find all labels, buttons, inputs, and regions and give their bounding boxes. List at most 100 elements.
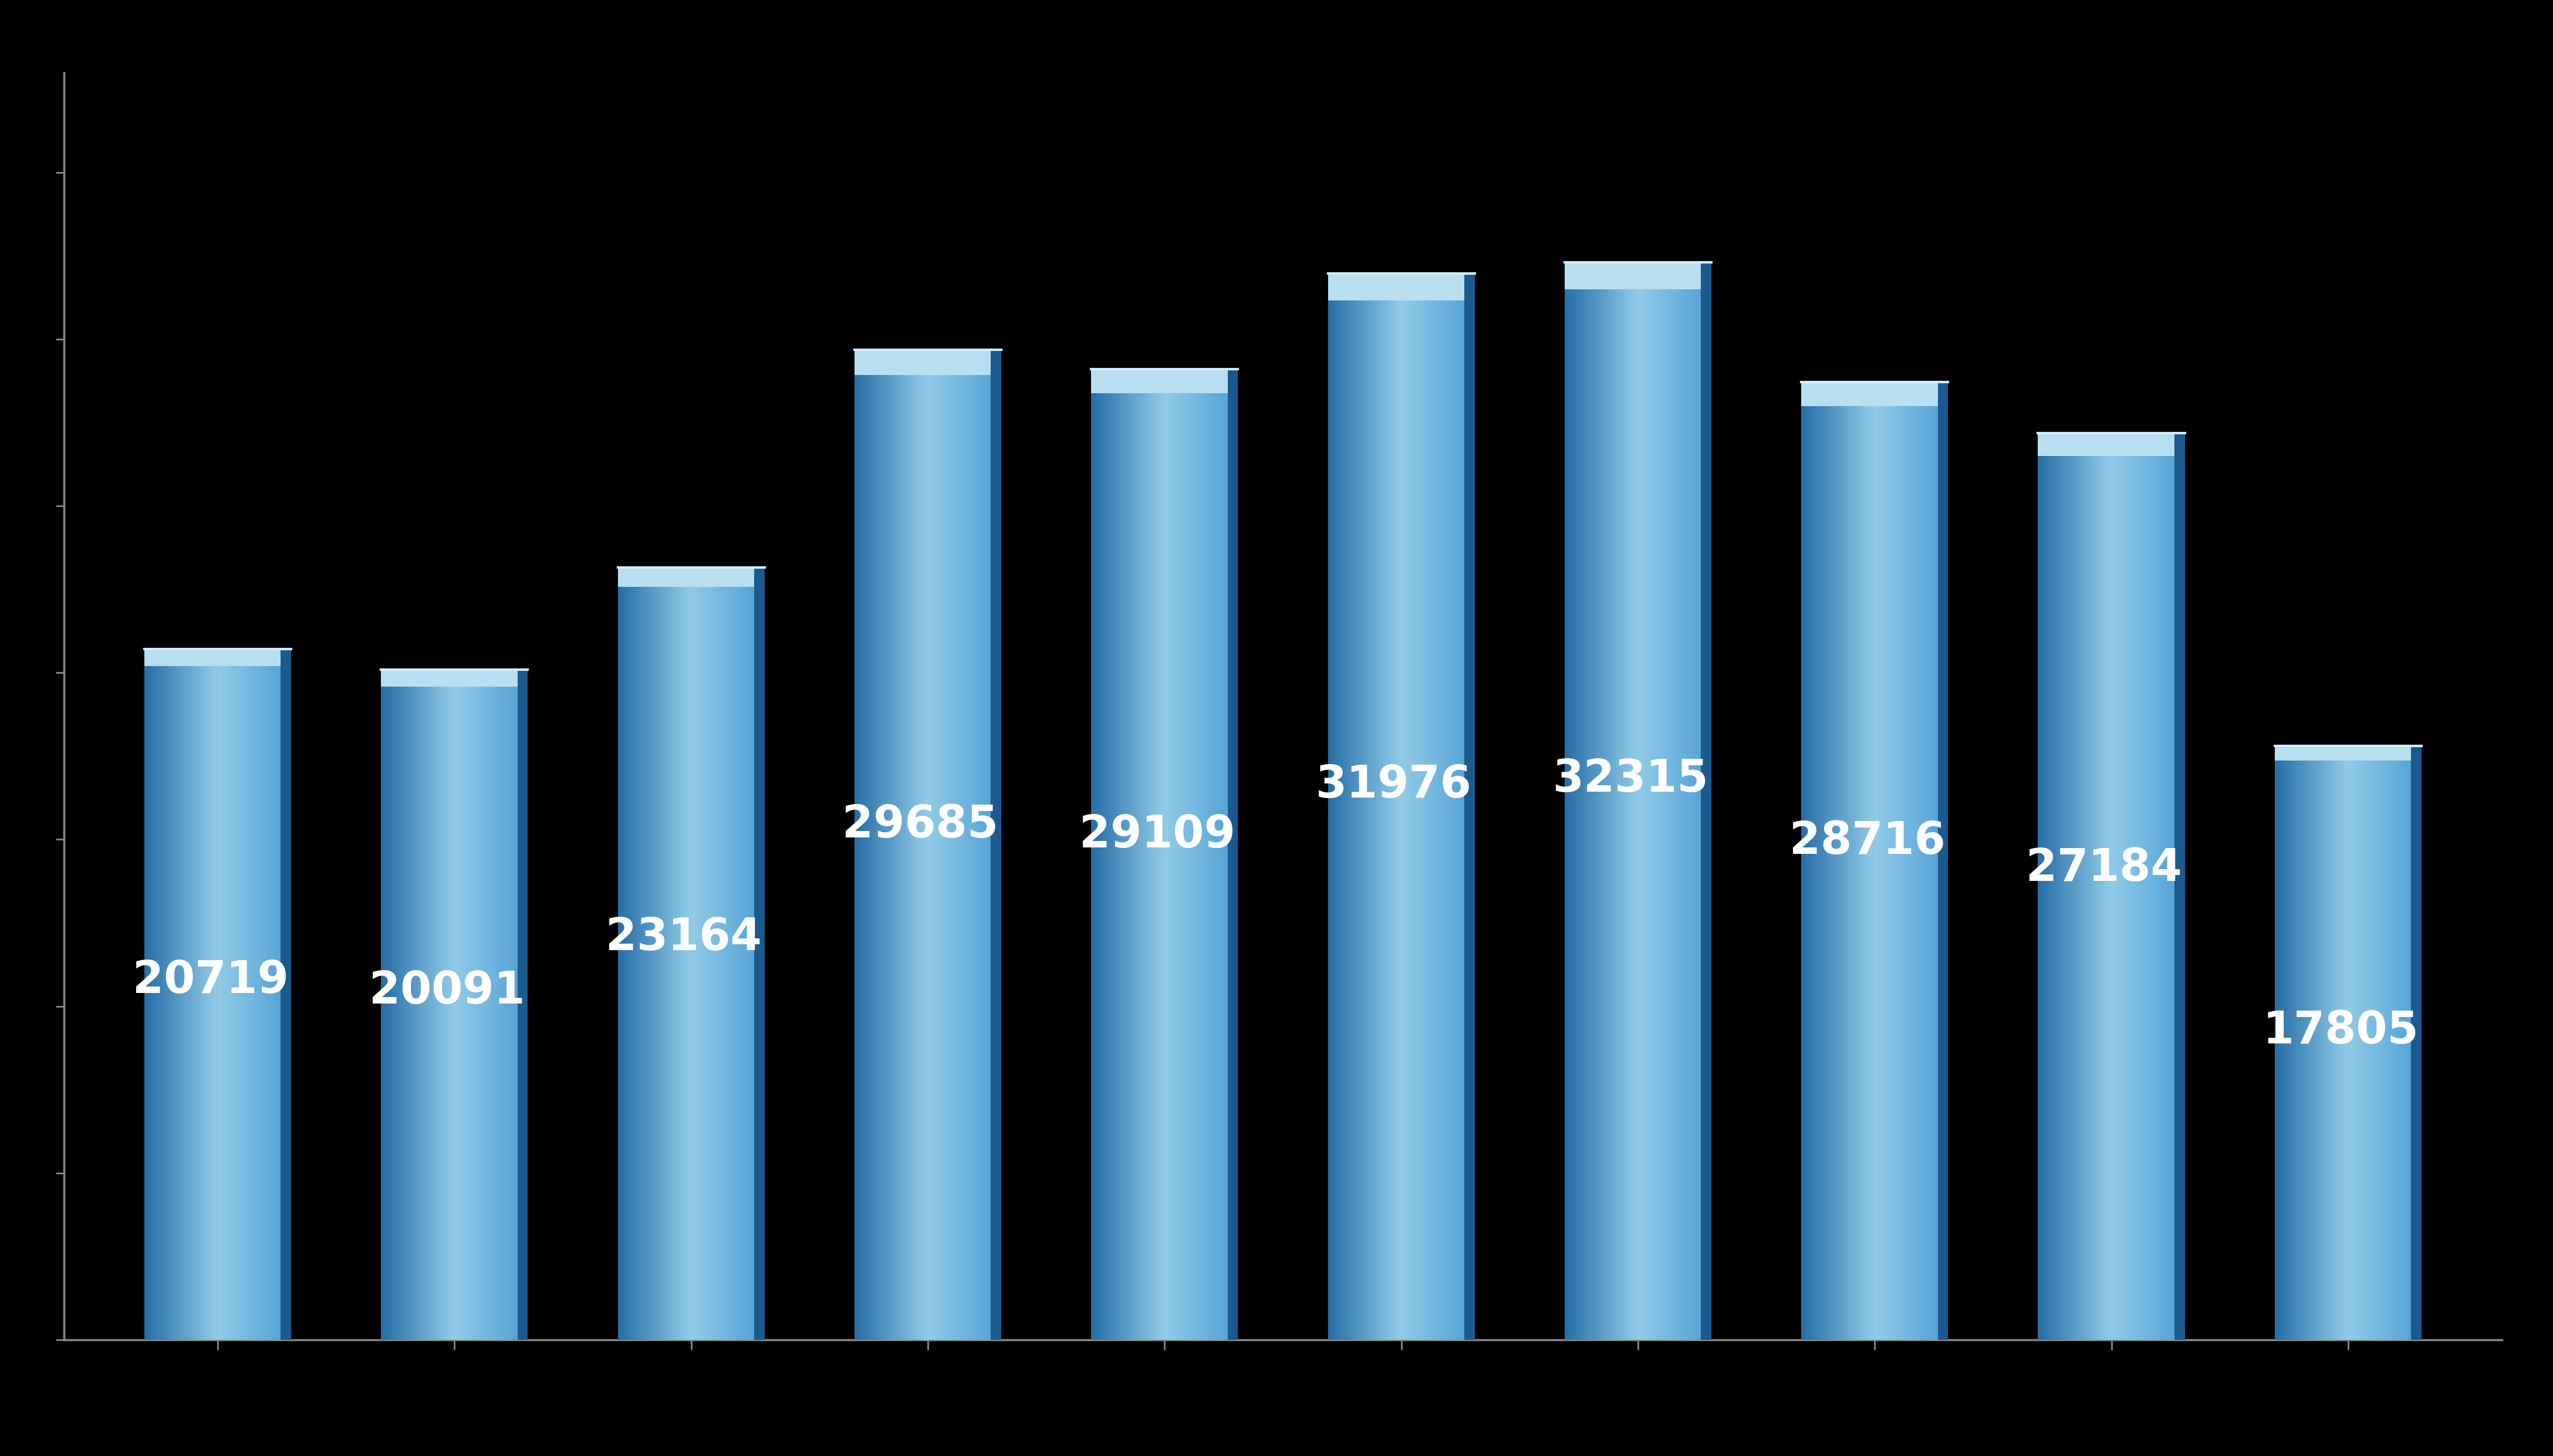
- Bar: [181, 649, 184, 1340]
- Bar: [1601, 262, 1606, 1340]
- Bar: [2060, 434, 2063, 1340]
- Bar: [1213, 370, 1215, 1340]
- Bar: [2037, 434, 2185, 456]
- Bar: [158, 649, 163, 1340]
- Bar: [403, 670, 406, 1340]
- Bar: [1208, 370, 1213, 1340]
- Text: 32315: 32315: [1552, 757, 1708, 801]
- Bar: [1190, 370, 1195, 1340]
- Bar: [472, 670, 477, 1340]
- Bar: [651, 568, 654, 1340]
- Bar: [1335, 274, 1338, 1340]
- Bar: [431, 670, 437, 1340]
- Bar: [1105, 370, 1111, 1340]
- Bar: [1802, 383, 1948, 406]
- Bar: [255, 649, 258, 1340]
- Bar: [855, 349, 858, 1340]
- Bar: [2088, 434, 2093, 1340]
- Bar: [2359, 745, 2362, 1340]
- Bar: [1838, 383, 1841, 1340]
- Bar: [1624, 262, 1626, 1340]
- Bar: [2303, 745, 2308, 1340]
- Bar: [1861, 383, 1864, 1340]
- Bar: [1345, 274, 1351, 1340]
- Bar: [694, 568, 700, 1340]
- Bar: [1813, 383, 1815, 1340]
- Bar: [1328, 274, 1333, 1340]
- Bar: [1144, 370, 1146, 1340]
- Text: 29685: 29685: [842, 804, 998, 847]
- Bar: [483, 670, 488, 1340]
- Bar: [2180, 434, 2185, 1340]
- Bar: [1915, 383, 1920, 1340]
- Bar: [717, 568, 720, 1340]
- Bar: [1223, 370, 1228, 1340]
- Bar: [2086, 434, 2088, 1340]
- Bar: [901, 349, 906, 1340]
- Bar: [1657, 262, 1659, 1340]
- Bar: [411, 670, 414, 1340]
- Bar: [712, 568, 717, 1340]
- Bar: [1675, 262, 1677, 1340]
- Bar: [1899, 383, 1905, 1340]
- Bar: [1465, 274, 1476, 1340]
- Text: 20091: 20091: [370, 970, 526, 1013]
- Bar: [1131, 370, 1136, 1340]
- Bar: [2175, 434, 2185, 1340]
- Bar: [922, 349, 924, 1340]
- Bar: [1154, 370, 1157, 1340]
- Bar: [753, 568, 758, 1340]
- Bar: [761, 568, 763, 1340]
- Bar: [932, 349, 934, 1340]
- Bar: [692, 568, 694, 1340]
- Bar: [720, 568, 725, 1340]
- Bar: [957, 349, 960, 1340]
- Bar: [452, 670, 454, 1340]
- Bar: [2152, 434, 2155, 1340]
- Bar: [947, 349, 950, 1340]
- Bar: [677, 568, 679, 1340]
- Bar: [2316, 745, 2318, 1340]
- Bar: [276, 649, 281, 1340]
- Bar: [1231, 370, 1233, 1340]
- Bar: [214, 649, 217, 1340]
- Bar: [258, 649, 263, 1340]
- Bar: [1215, 370, 1220, 1340]
- Bar: [421, 670, 424, 1340]
- Bar: [1708, 262, 1711, 1340]
- Bar: [1575, 262, 1580, 1340]
- Bar: [2374, 745, 2377, 1340]
- Bar: [1430, 274, 1435, 1340]
- Bar: [2323, 745, 2326, 1340]
- Bar: [1897, 383, 1899, 1340]
- Bar: [490, 670, 495, 1340]
- Bar: [1182, 370, 1187, 1340]
- Bar: [1460, 274, 1463, 1340]
- Bar: [1358, 274, 1361, 1340]
- Bar: [753, 568, 763, 1340]
- Bar: [1672, 262, 1675, 1340]
- Bar: [2300, 745, 2303, 1340]
- Bar: [993, 349, 998, 1340]
- Bar: [2109, 434, 2111, 1340]
- Bar: [2114, 434, 2119, 1340]
- Bar: [1179, 370, 1182, 1340]
- Bar: [174, 649, 176, 1340]
- Bar: [1402, 274, 1404, 1340]
- Bar: [968, 349, 973, 1340]
- Bar: [503, 670, 505, 1340]
- Bar: [396, 670, 398, 1340]
- Bar: [1616, 262, 1619, 1340]
- Bar: [1682, 262, 1685, 1340]
- Bar: [1195, 370, 1197, 1340]
- Bar: [1565, 262, 1711, 290]
- Bar: [1685, 262, 1690, 1340]
- Bar: [1583, 262, 1585, 1340]
- Bar: [942, 349, 947, 1340]
- Bar: [1164, 370, 1169, 1340]
- Bar: [2076, 434, 2078, 1340]
- Bar: [2277, 745, 2282, 1340]
- Bar: [2068, 434, 2070, 1340]
- Bar: [240, 649, 243, 1340]
- Bar: [1665, 262, 1667, 1340]
